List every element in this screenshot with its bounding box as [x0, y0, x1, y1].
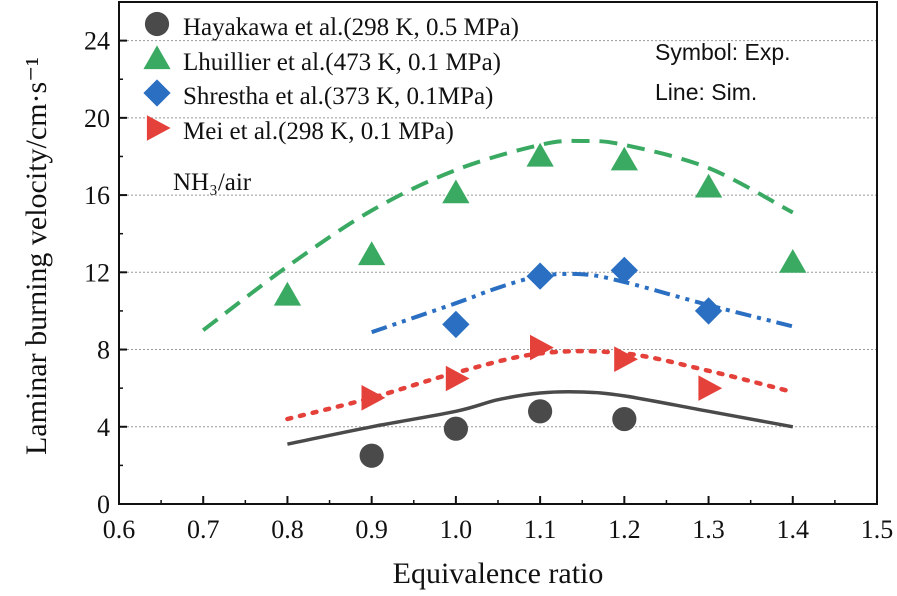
x-tick-label: 0.8 — [271, 515, 304, 544]
data-point-hayakawa — [612, 406, 637, 432]
data-point-lhuillier — [358, 241, 386, 266]
y-tick-label: 24 — [84, 27, 110, 56]
legend-marker-hayakawa — [144, 11, 170, 37]
legend-label-mei: Mei et al.(298 K, 0.1 MPa) — [183, 118, 454, 145]
note-line: Line: Sim. — [655, 79, 757, 105]
data-point-hayakawa — [443, 416, 468, 441]
data-point-shrestha — [526, 262, 554, 290]
data-point-lhuillier — [442, 179, 470, 204]
data-point-hayakawa — [359, 443, 384, 468]
data-point-lhuillier — [610, 146, 638, 171]
x-tick-label: 1.0 — [440, 515, 473, 544]
data-point-mei — [614, 346, 638, 372]
y-tick-label: 12 — [84, 258, 110, 287]
legend: Hayakawa et al.(298 K, 0.5 MPa) Lhuillie… — [143, 11, 519, 145]
sim-line-shrestha — [371, 271, 794, 335]
data-point-shrestha — [442, 310, 470, 339]
data-point-lhuillier — [694, 173, 723, 198]
data-point-hayakawa — [528, 399, 553, 424]
sim-line-hayakawa — [287, 390, 794, 446]
y-tick-label: 20 — [84, 104, 110, 133]
x-tick-label: 1.2 — [608, 515, 641, 544]
x-tick-label: 0.9 — [355, 515, 388, 544]
x-tick-label: 1.3 — [692, 515, 725, 544]
data-point-mei — [361, 385, 386, 411]
data-point-lhuillier — [526, 142, 554, 167]
data-point-shrestha — [610, 256, 638, 284]
x-axis-title: Equivalence ratio — [393, 557, 604, 590]
legend-label-shrestha: Shrestha et al.(373 K, 0.1MPa) — [183, 83, 493, 110]
legend-marker-lhuillier — [143, 45, 171, 70]
y-tick-label: 0 — [97, 490, 110, 519]
y-tick-label: 4 — [97, 413, 110, 442]
legend-marker-mei — [146, 115, 171, 141]
experimental-points — [273, 142, 807, 468]
axis-ticks: 0 4 8 12 16 20 24 0.6 0.7 0.8 0.9 1.0 1.1 1.2 1.3 1.4 1.… — [84, 27, 893, 544]
legend-marker-shrestha — [143, 79, 171, 107]
x-tick-label: 1.4 — [777, 515, 810, 544]
data-point-mei — [530, 334, 554, 361]
x-tick-label: 0.7 — [187, 515, 220, 544]
sim-line-lhuillier — [201, 138, 794, 332]
y-tick-label: 8 — [97, 336, 110, 365]
data-point-lhuillier — [273, 281, 302, 306]
legend-markers — [143, 11, 171, 141]
legend-label-lhuillier: Lhuillier et al.(473 K, 0.1 MPa) — [183, 49, 501, 76]
data-point-lhuillier — [779, 249, 807, 273]
plot-frame — [118, 1, 878, 505]
legend-label-hayakawa: Hayakawa et al.(298 K, 0.5 MPa) — [183, 14, 519, 41]
note-symbol: Symbol: Exp. — [655, 39, 791, 65]
y-tick-label: 16 — [84, 181, 110, 210]
data-point-mei — [445, 365, 470, 392]
y-axis-title: Laminar burning velocity/cm·s⁻¹ — [20, 57, 53, 455]
data-point-mei — [698, 375, 723, 401]
x-tick-label: 0.6 — [103, 515, 136, 544]
mixture-annotation: NH₃/air — [173, 169, 252, 196]
x-tick-label: 1.1 — [524, 515, 557, 544]
data-point-shrestha — [694, 297, 723, 325]
x-tick-label: 1.5 — [861, 515, 894, 544]
